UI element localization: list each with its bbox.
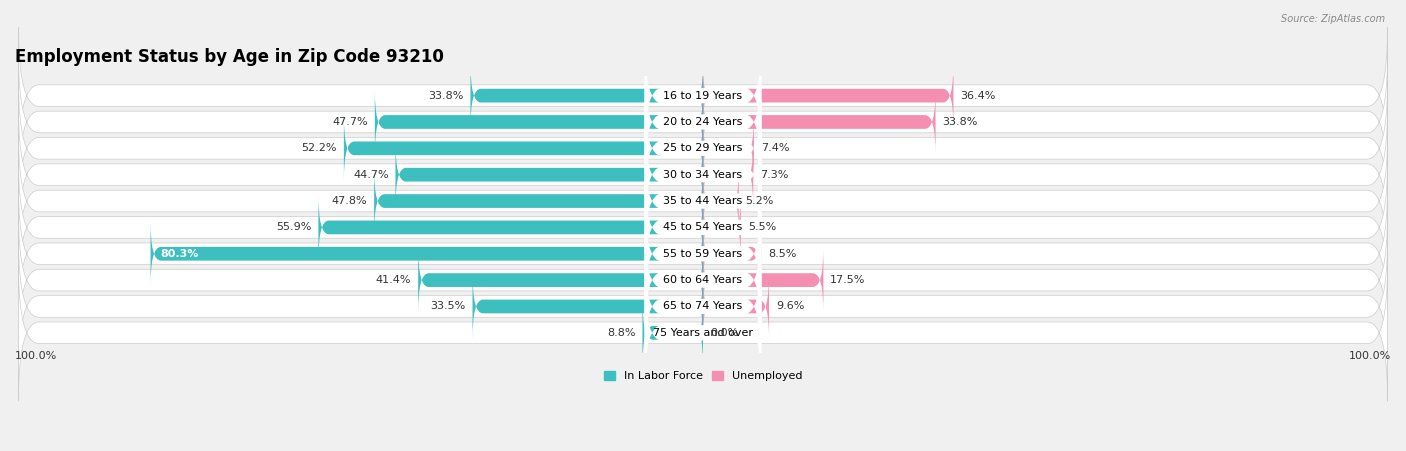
FancyBboxPatch shape — [703, 274, 769, 339]
FancyBboxPatch shape — [471, 63, 703, 128]
FancyBboxPatch shape — [644, 222, 762, 338]
FancyBboxPatch shape — [644, 90, 762, 207]
FancyBboxPatch shape — [703, 195, 741, 260]
Text: 36.4%: 36.4% — [960, 91, 995, 101]
FancyBboxPatch shape — [18, 106, 1388, 243]
Text: 47.8%: 47.8% — [332, 196, 367, 206]
Text: 30 to 34 Years: 30 to 34 Years — [664, 170, 742, 179]
Text: 47.7%: 47.7% — [332, 117, 368, 127]
FancyBboxPatch shape — [18, 212, 1388, 348]
FancyBboxPatch shape — [18, 28, 1388, 164]
Text: 25 to 29 Years: 25 to 29 Years — [664, 143, 742, 153]
FancyBboxPatch shape — [344, 115, 703, 181]
Text: 75 Years and over: 75 Years and over — [652, 328, 754, 338]
FancyBboxPatch shape — [150, 221, 703, 286]
Text: 20 to 24 Years: 20 to 24 Years — [664, 117, 742, 127]
FancyBboxPatch shape — [472, 274, 703, 339]
FancyBboxPatch shape — [644, 169, 762, 285]
Text: 33.5%: 33.5% — [430, 301, 465, 312]
FancyBboxPatch shape — [644, 196, 762, 312]
FancyBboxPatch shape — [644, 116, 762, 233]
Text: 45 to 54 Years: 45 to 54 Years — [664, 222, 742, 232]
FancyBboxPatch shape — [644, 37, 762, 154]
FancyBboxPatch shape — [644, 248, 762, 365]
FancyBboxPatch shape — [18, 80, 1388, 216]
Text: 33.8%: 33.8% — [942, 117, 977, 127]
Legend: In Labor Force, Unemployed: In Labor Force, Unemployed — [599, 367, 807, 386]
FancyBboxPatch shape — [703, 89, 935, 155]
Text: 80.3%: 80.3% — [160, 249, 200, 259]
Text: 100.0%: 100.0% — [1348, 351, 1391, 361]
FancyBboxPatch shape — [418, 248, 703, 313]
FancyBboxPatch shape — [703, 221, 762, 286]
Text: 5.2%: 5.2% — [745, 196, 775, 206]
FancyBboxPatch shape — [703, 115, 754, 181]
FancyBboxPatch shape — [703, 63, 953, 128]
Text: 60 to 64 Years: 60 to 64 Years — [664, 275, 742, 285]
Text: 16 to 19 Years: 16 to 19 Years — [664, 91, 742, 101]
Text: 8.5%: 8.5% — [768, 249, 797, 259]
Text: 33.8%: 33.8% — [429, 91, 464, 101]
Text: 41.4%: 41.4% — [375, 275, 412, 285]
FancyBboxPatch shape — [644, 64, 762, 180]
Text: 17.5%: 17.5% — [831, 275, 866, 285]
Text: 7.3%: 7.3% — [761, 170, 789, 179]
FancyBboxPatch shape — [703, 142, 754, 207]
FancyBboxPatch shape — [18, 265, 1388, 401]
Text: 35 to 44 Years: 35 to 44 Years — [664, 196, 742, 206]
Text: 8.8%: 8.8% — [607, 328, 636, 338]
Text: 7.4%: 7.4% — [761, 143, 789, 153]
FancyBboxPatch shape — [703, 248, 824, 313]
Text: 55 to 59 Years: 55 to 59 Years — [664, 249, 742, 259]
FancyBboxPatch shape — [18, 185, 1388, 322]
Text: 65 to 74 Years: 65 to 74 Years — [664, 301, 742, 312]
Text: 52.2%: 52.2% — [301, 143, 337, 153]
FancyBboxPatch shape — [395, 142, 703, 207]
Text: 0.0%: 0.0% — [710, 328, 738, 338]
FancyBboxPatch shape — [375, 89, 703, 155]
FancyBboxPatch shape — [643, 300, 703, 365]
Text: 9.6%: 9.6% — [776, 301, 804, 312]
FancyBboxPatch shape — [18, 54, 1388, 190]
FancyBboxPatch shape — [18, 159, 1388, 296]
Text: 100.0%: 100.0% — [15, 351, 58, 361]
Text: 44.7%: 44.7% — [353, 170, 388, 179]
Text: 55.9%: 55.9% — [276, 222, 312, 232]
FancyBboxPatch shape — [644, 143, 762, 259]
FancyBboxPatch shape — [644, 275, 762, 391]
Text: Employment Status by Age in Zip Code 93210: Employment Status by Age in Zip Code 932… — [15, 48, 444, 66]
Text: Source: ZipAtlas.com: Source: ZipAtlas.com — [1281, 14, 1385, 23]
FancyBboxPatch shape — [18, 238, 1388, 375]
FancyBboxPatch shape — [374, 168, 703, 234]
Text: 5.5%: 5.5% — [748, 222, 776, 232]
FancyBboxPatch shape — [318, 195, 703, 260]
FancyBboxPatch shape — [703, 168, 738, 234]
FancyBboxPatch shape — [18, 133, 1388, 269]
